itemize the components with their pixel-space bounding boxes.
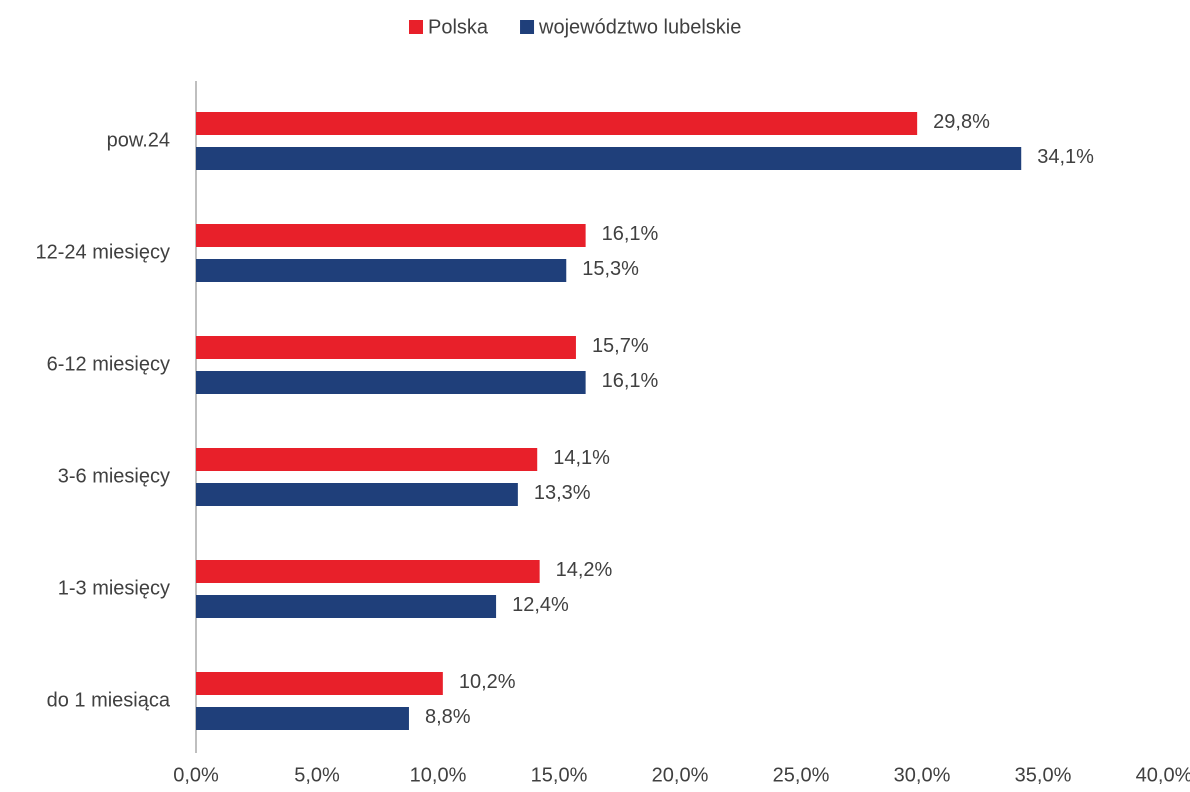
bar [196, 371, 586, 394]
data-label: 34,1% [1037, 146, 1094, 168]
data-label: 15,7% [592, 335, 649, 357]
legend-swatch [409, 20, 423, 34]
x-tick-label: 25,0% [773, 764, 830, 786]
bar [196, 147, 1022, 170]
x-tick-label: 35,0% [1015, 764, 1072, 786]
x-tick-label: 5,0% [294, 764, 340, 786]
legend: Polska województwo lubelskie [409, 16, 741, 38]
bar [196, 483, 518, 506]
legend-swatch [520, 20, 535, 34]
x-tick-label: 15,0% [531, 764, 588, 786]
bar [196, 560, 540, 583]
bar [196, 112, 918, 135]
y-tick-label: 1-3 miesięcy [58, 577, 170, 599]
data-label: 29,8% [933, 111, 990, 133]
y-tick-label: do 1 miesiąca [47, 689, 171, 711]
bar [196, 672, 443, 695]
legend-label: województwo lubelskie [538, 16, 741, 38]
x-tick-label: 40,0% [1136, 764, 1190, 786]
bar [196, 259, 567, 282]
y-tick-label: 6-12 miesięcy [47, 353, 170, 375]
x-tick-label: 20,0% [652, 764, 709, 786]
data-label: 16,1% [602, 223, 659, 245]
data-label: 15,3% [582, 258, 639, 280]
data-label: 14,1% [553, 447, 610, 469]
data-label: 10,2% [459, 671, 516, 693]
data-label: 14,2% [556, 559, 613, 581]
x-tick-label: 0,0% [173, 764, 219, 786]
data-label: 13,3% [534, 482, 591, 504]
x-tick-label: 30,0% [894, 764, 951, 786]
x-tick-label: 10,0% [410, 764, 467, 786]
data-label: 12,4% [512, 594, 569, 616]
bar [196, 595, 497, 618]
y-tick-label: 3-6 miesięcy [58, 465, 170, 487]
y-tick-label: pow.24 [107, 129, 170, 151]
bar [196, 448, 538, 471]
y-tick-label: 12-24 miesięcy [35, 241, 170, 263]
data-label: 8,8% [425, 706, 471, 728]
data-label: 16,1% [602, 370, 659, 392]
bar [196, 336, 576, 359]
legend-label: Polska [428, 16, 489, 38]
bar [196, 224, 586, 247]
bar [196, 707, 409, 730]
